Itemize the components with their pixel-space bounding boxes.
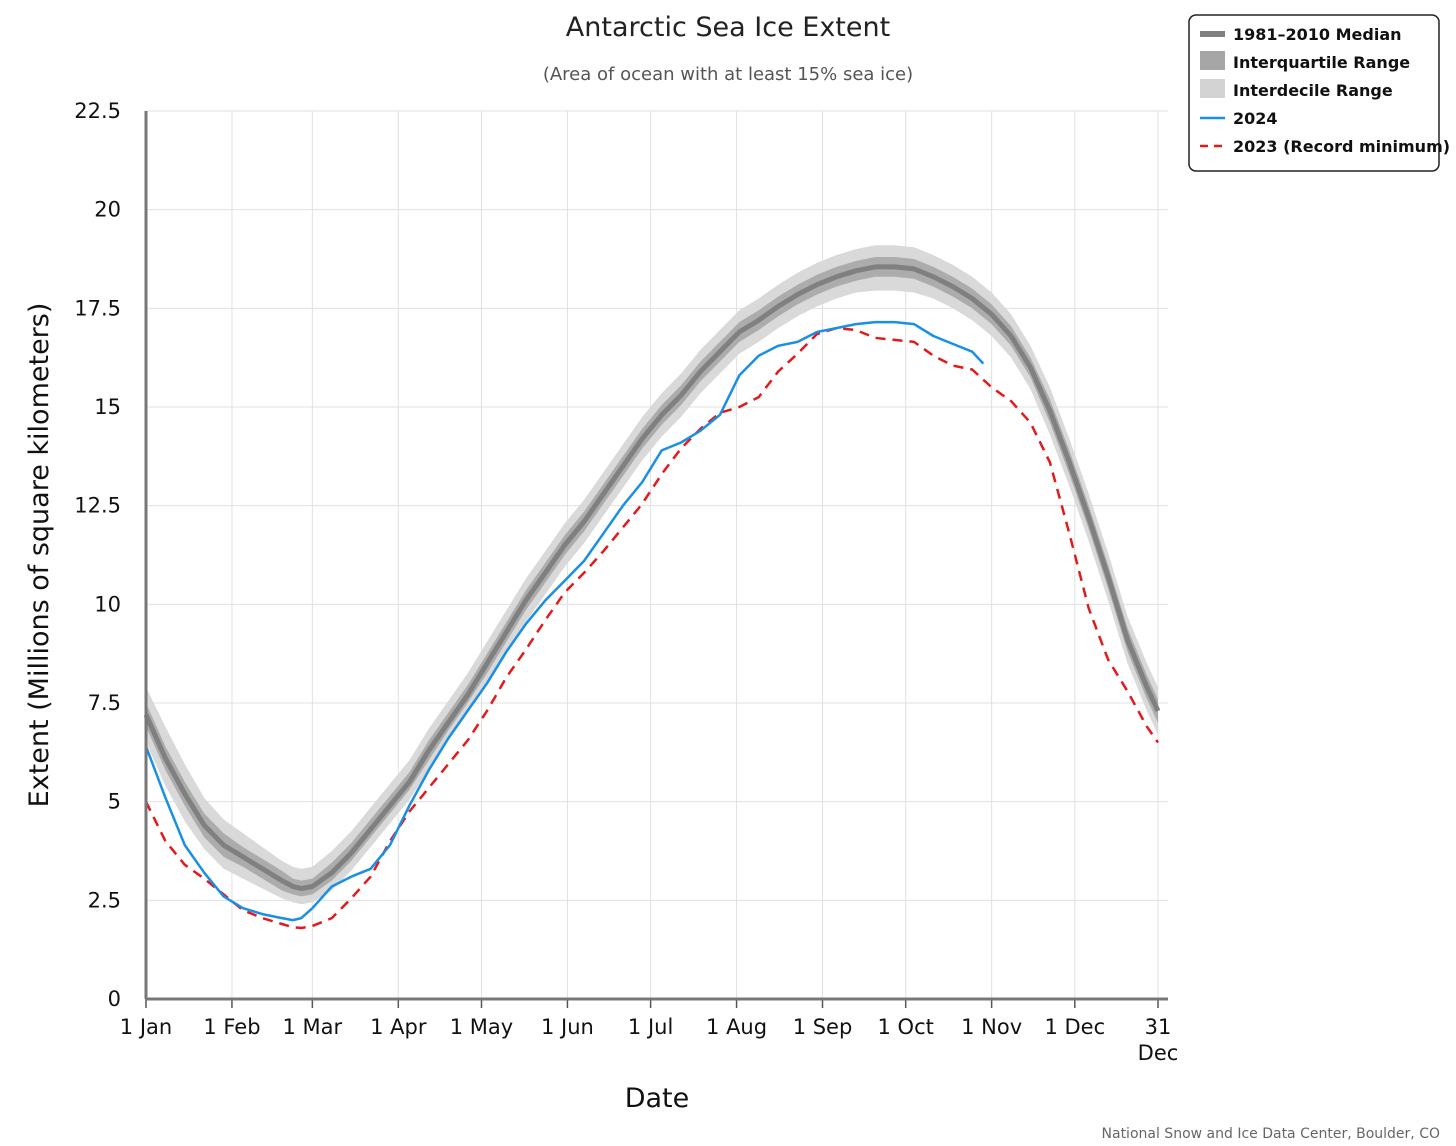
x-tick-label: 1 Oct	[878, 1015, 934, 1039]
y-tick-label: 17.5	[74, 296, 121, 320]
y-tick-label: 2.5	[88, 888, 121, 912]
x-tick-label: 1 Nov	[961, 1015, 1022, 1039]
y-tick-label: 15	[94, 395, 121, 419]
chart-title: Antarctic Sea Ice Extent	[566, 12, 890, 43]
interquartile-band	[146, 257, 1158, 897]
source-credit: National Snow and Ice Data Center, Bould…	[1102, 1126, 1440, 1142]
y-tick-label: 7.5	[88, 691, 121, 715]
x-tick-label-line2: Dec	[1138, 1041, 1179, 1065]
series-2024-line	[144, 320, 985, 922]
legend: 1981–2010 Median Interquartile Range Int…	[1188, 14, 1450, 172]
x-tick-label: 1 Apr	[370, 1015, 427, 1039]
gridlines	[145, 110, 1168, 999]
chart-subtitle: (Area of ocean with at least 15% sea ice…	[543, 64, 913, 85]
y-tick-label: 22.5	[74, 99, 121, 123]
legend-interquartile-label: Interquartile Range	[1233, 53, 1410, 72]
legend-2024-label: 2024	[1233, 109, 1278, 128]
legend-interquartile-swatch	[1200, 51, 1225, 70]
median-line	[143, 264, 1161, 891]
y-tick-label: 12.5	[74, 494, 121, 518]
legend-box	[1188, 14, 1440, 172]
legend-interdecile-swatch	[1200, 79, 1225, 98]
x-tick-label: 1 Sep	[793, 1015, 853, 1039]
y-tick-label: 20	[94, 198, 121, 222]
x-tick-label: 1 Dec	[1044, 1015, 1105, 1039]
legend-interdecile-label: Interdecile Range	[1233, 81, 1393, 100]
x-tick-label: 1 Feb	[203, 1015, 260, 1039]
x-tick-label: 31	[1145, 1015, 1172, 1039]
y-axis-title: Extent (Millions of square kilometers)	[24, 303, 55, 808]
y-tick-labels: 0 2.5 5 7.5 10 12.5 15 17.5 20 22.5	[74, 99, 121, 1011]
x-tick-label: 1 Aug	[706, 1015, 767, 1039]
series-2023-line	[144, 326, 1160, 930]
x-tick-label: 1 Mar	[283, 1015, 343, 1039]
axes	[144, 111, 1168, 1008]
x-tick-labels: 1 Jan 1 Feb 1 Mar 1 Apr 1 May 1 Jun 1 Jul 1 Aug…	[120, 1015, 1179, 1065]
x-tick-label: 1 Jul	[628, 1015, 673, 1039]
x-tick-label: 1 Jun	[541, 1015, 594, 1039]
range-bands	[146, 245, 1158, 905]
y-tick-label: 10	[94, 592, 121, 616]
legend-median-label: 1981–2010 Median	[1233, 25, 1402, 44]
x-axis-title: Date	[625, 1083, 690, 1114]
x-tick-label: 1 May	[450, 1015, 513, 1039]
legend-2023-label: 2023 (Record minimum)	[1233, 137, 1450, 156]
y-tick-label: 0	[108, 987, 121, 1011]
legend-median-swatch	[1200, 31, 1225, 37]
series-lines	[143, 264, 1161, 930]
interdecile-band	[146, 245, 1158, 905]
x-tick-label: 1 Jan	[120, 1015, 172, 1039]
y-tick-label: 5	[108, 790, 121, 814]
